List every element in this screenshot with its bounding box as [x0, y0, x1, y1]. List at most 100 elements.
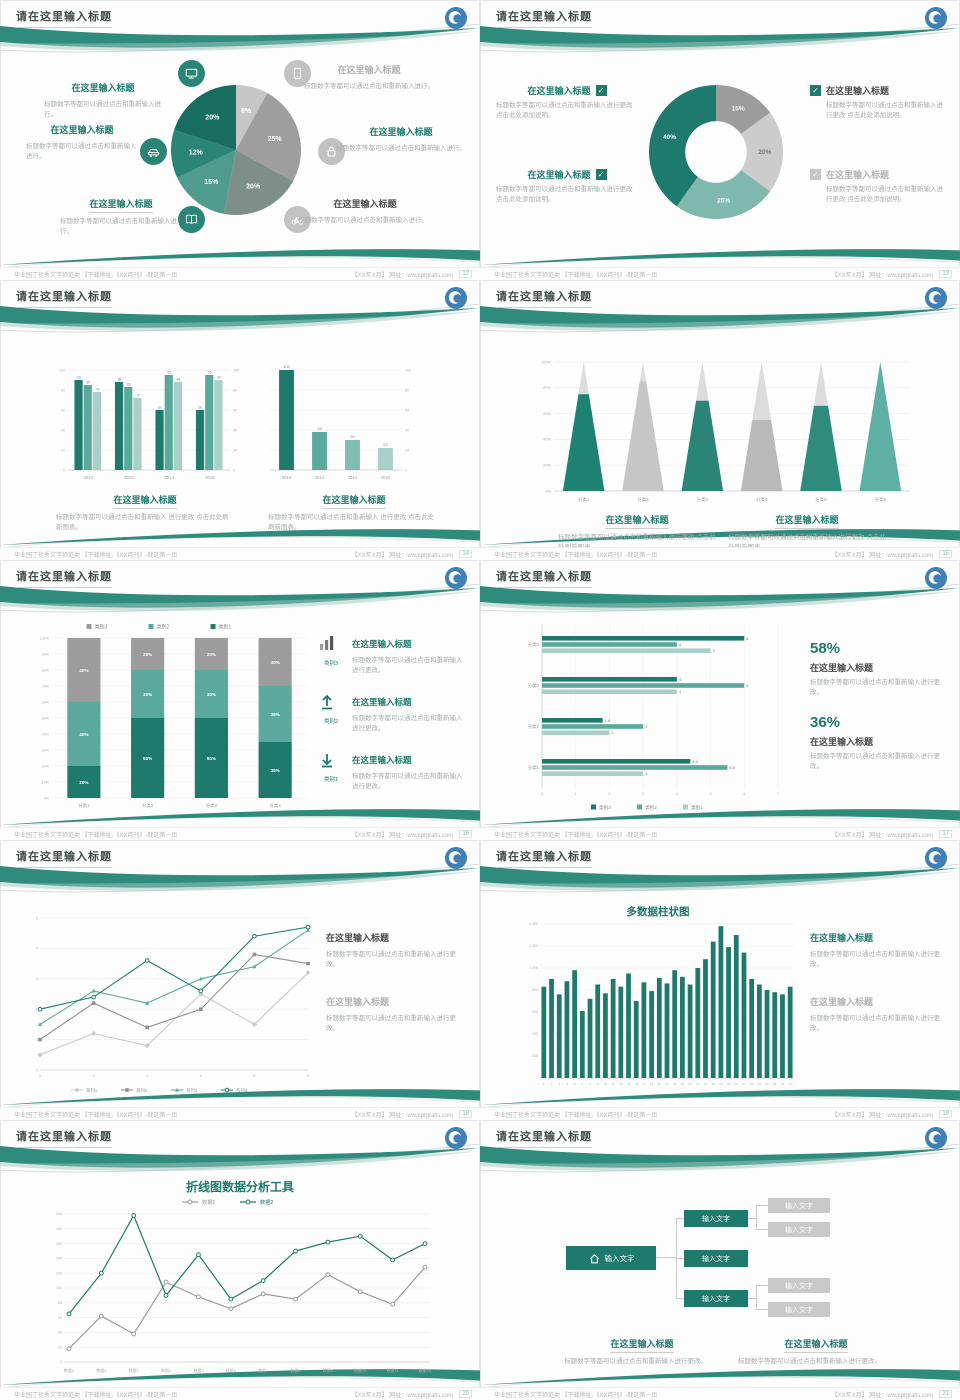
- svg-text:类别2: 类别2: [157, 624, 170, 631]
- footer-right-text: 【XX年X月】 网址：ww.pptgratis.com: [831, 552, 934, 559]
- footer-left-text: 毕业园丁优秀文学师范类 【下载地址:《XX月刊》-就这第一页: [494, 1392, 658, 1399]
- connector-line: [748, 1218, 756, 1219]
- footer-left-text: 毕业园丁优秀文学师范类 【下载地址:《XX月刊》-就这第一页: [14, 552, 178, 559]
- feature-row: 类别2 在这里输入标题 标题数字等都可以通过点击和重新输入进行更改。: [318, 692, 468, 734]
- svg-text:6: 6: [746, 636, 749, 641]
- svg-text:0: 0: [405, 468, 407, 472]
- svg-text:数据6: 数据6: [226, 1367, 237, 1373]
- footer-right-text: 【XX年X月】 网址：ww.pptgratis.com: [831, 272, 934, 279]
- svg-text:20%: 20%: [207, 652, 216, 657]
- footer-left-text: 毕业园丁优秀文学师范类 【下载地址:《XX月刊》-就这第一页: [494, 832, 658, 839]
- text-block: 在这里输入标题 标题数字等都可以通过点击和重新输入 进行更改 点击此处刷新图表。: [268, 490, 440, 533]
- page-number: 12: [459, 270, 472, 278]
- lock-icon: [318, 138, 345, 165]
- slide-title: 请在这里输入标题: [496, 1128, 592, 1148]
- block-body: 标题数字等都可以通过点击和重新输入进行更改。: [352, 657, 463, 675]
- connector-line: [756, 1309, 768, 1310]
- footer-left-text: 毕业园丁优秀文学师范类 【下载地址:《XX月刊》-就这第一页: [14, 1112, 178, 1119]
- block-heading: 在这里输入标题: [113, 493, 177, 509]
- slide-thumbnail-19[interactable]: 请在这里输入标题 多数据柱状图 200 400 600 800 1,000 1,200 1,…: [480, 840, 960, 1120]
- slide-thumbnail-20[interactable]: 请在这里输入标题 折线图数据分析工具 数据1 数据2 0 20 40 60 80 100 120…: [0, 1120, 480, 1400]
- svg-text:95: 95: [208, 371, 212, 375]
- stat-value: 36%: [810, 714, 841, 732]
- svg-text:30%: 30%: [42, 748, 50, 752]
- checkbox-checked-icon: ✓: [810, 169, 821, 180]
- svg-text:系列3: 系列3: [186, 1087, 198, 1094]
- svg-text:5: 5: [36, 916, 38, 920]
- svg-text:21: 21: [696, 1082, 700, 1086]
- footer-right-text: 【XX年X月】 网址：ww.pptgratis.com: [351, 832, 454, 839]
- svg-text:分类6: 分类6: [875, 496, 887, 503]
- slide-title: 请在这里输入标题: [16, 848, 112, 868]
- svg-text:类别3: 类别3: [599, 804, 611, 811]
- svg-text:3: 3: [558, 1082, 560, 1086]
- svg-text:8: 8: [597, 1082, 599, 1086]
- slide-footer: 毕业园丁优秀文学师范类 【下载地址:《XX月刊》-就这第一页 【XX年X月】 网…: [480, 827, 960, 840]
- svg-text:3: 3: [146, 1073, 149, 1078]
- checkbox-checked-icon: ✓: [595, 85, 607, 96]
- node-label: 输入文字: [785, 1202, 813, 1210]
- top-swoosh-decoration: [480, 304, 960, 333]
- svg-text:5: 5: [713, 648, 716, 653]
- svg-text:60%: 60%: [42, 700, 50, 704]
- smartphone-icon: [284, 60, 311, 87]
- footer-right-text: 【XX年X月】 网址：ww.pptgratis.com: [351, 1392, 454, 1399]
- svg-text:13: 13: [635, 1082, 639, 1086]
- svg-text:20: 20: [688, 1082, 692, 1086]
- footer-right-text: 【XX年X月】 网址：ww.pptgratis.com: [831, 1392, 934, 1399]
- svg-text:1,000: 1,000: [529, 966, 538, 970]
- slide-thumbnail-14[interactable]: 请在这里输入标题 0 0 20 20 40 40 60 60 80 80 100 100 90 85 78 2…: [0, 280, 480, 560]
- svg-text:1: 1: [543, 1082, 545, 1086]
- slide-thumbnail-13[interactable]: 请在这里输入标题 15% 20% 25% 40% 在这里输入标题 ✓ 标题数字等都可以…: [480, 0, 960, 280]
- svg-text:6: 6: [746, 683, 749, 688]
- svg-text:数据4: 数据4: [161, 1367, 172, 1373]
- bottom-swoosh-decoration: [480, 249, 960, 268]
- diagram-leaf-node: 输入文字: [768, 1302, 830, 1317]
- svg-text:20%: 20%: [758, 149, 771, 156]
- svg-text:32: 32: [781, 1082, 785, 1086]
- svg-text:40%: 40%: [79, 732, 88, 737]
- icon-label: 类别3: [323, 661, 339, 667]
- svg-text:100%: 100%: [40, 636, 50, 640]
- svg-text:分类1: 分类1: [578, 496, 590, 503]
- block-heading: 在这里输入标题: [352, 639, 412, 649]
- svg-text:数据7: 数据7: [258, 1367, 269, 1373]
- svg-text:1: 1: [39, 1073, 42, 1078]
- svg-text:90%: 90%: [42, 652, 50, 656]
- stacked-bar-chart: 类别3 类别2 类别1 0% 10% 20% 30% 40% 50% 60% 70% 80% 90% 10…: [40, 624, 307, 809]
- monitor-icon: [178, 60, 205, 87]
- svg-text:100: 100: [283, 364, 290, 369]
- text-block: 在这里输入标题 标题数字等都可以通过点击和重新输入 进行更改 点击此处刷新图表。: [56, 490, 234, 533]
- node-label: 输入文字: [604, 1253, 635, 1263]
- connector-line: [756, 1229, 768, 1230]
- slide-thumbnail-21[interactable]: 请在这里输入标题 输入文字 输入文字 输入文字 输入文字 输入文字 输入文字 输…: [480, 1120, 960, 1400]
- svg-text:20%: 20%: [205, 114, 220, 121]
- footer-left-text: 毕业园丁优秀文学师范类 【下载地址:《XX月刊》-就这第一页: [494, 272, 658, 279]
- svg-text:160: 160: [56, 1242, 62, 1246]
- slide-thumbnail-12[interactable]: 请在这里输入标题 8% 25% 20% 15% 12% 20% 在这里输入标题 标题数字等…: [0, 0, 480, 280]
- svg-text:180: 180: [56, 1227, 62, 1231]
- slide-thumbnail-18[interactable]: 请在这里输入标题 0 1 2 3 4 5 1 2 3 4 5 6 系列1 系列2 系列3 系列4 在这里输入标…: [0, 840, 480, 1120]
- icon-label: 类别1: [323, 777, 339, 783]
- slide-title: 请在这里输入标题: [16, 1128, 112, 1148]
- svg-text:80: 80: [58, 1301, 62, 1305]
- pie-chart: 8% 25% 20% 15% 12% 20%: [171, 85, 301, 216]
- slide-thumbnail-15[interactable]: 请在这里输入标题 0% 20% 40% 60% 80% 100% 分类1 分类2 分类3 分类4 分…: [480, 280, 960, 560]
- block-heading: 在这里输入标题: [784, 1337, 848, 1353]
- svg-text:分类2: 分类2: [528, 723, 540, 730]
- chart-title: 多数据柱状图: [626, 906, 690, 918]
- svg-text:80%: 80%: [42, 668, 50, 672]
- svg-text:2012: 2012: [348, 475, 358, 480]
- stat-value: 58%: [810, 640, 841, 657]
- top-swoosh-decoration: [0, 584, 480, 613]
- svg-text:分类4: 分类4: [528, 641, 540, 648]
- block-heading: 在这里输入标题: [322, 493, 386, 509]
- svg-text:10: 10: [612, 1082, 616, 1086]
- slide-thumbnail-17[interactable]: 请在这里输入标题 0 1 2 3 4 5 6 7 分类4 6 4 5 分类3 4 6 4 分类2 1.8 3 2 分类1…: [480, 560, 960, 840]
- slide-thumbnail-16[interactable]: 请在这里输入标题 类别3 类别2 类别1 0% 10% 20% 30% 40% 50% 60% 70…: [0, 560, 480, 840]
- connector-line: [756, 1205, 757, 1230]
- svg-text:60: 60: [158, 406, 162, 410]
- footer-left-text: 毕业园丁优秀文学师范类 【下载地址:《XX月刊》-就这第一页: [494, 1112, 658, 1119]
- connector-line: [748, 1298, 756, 1299]
- svg-text:数据5: 数据5: [193, 1367, 204, 1373]
